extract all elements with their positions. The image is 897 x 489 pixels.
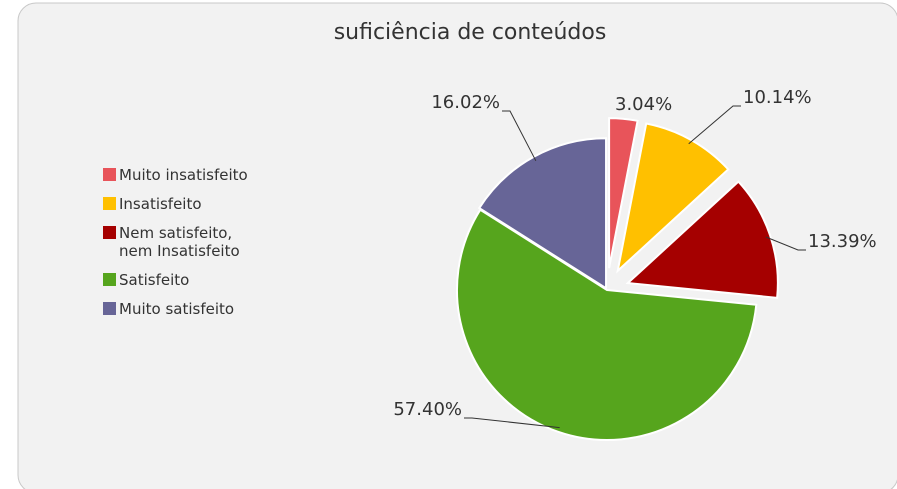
data-label: 57.40% <box>393 399 462 420</box>
data-label: 13.39% <box>808 231 877 252</box>
pie-slice <box>625 180 779 299</box>
leader-line <box>765 236 806 251</box>
legend-swatch <box>103 302 116 315</box>
legend-item: Muito insatisfeito <box>103 166 273 184</box>
legend-swatch <box>103 168 116 181</box>
legend-label: Satisfeito <box>119 271 190 289</box>
leader-line <box>464 417 560 429</box>
chart-title: suficiência de conteúdos <box>334 20 607 45</box>
legend-item: Satisfeito <box>103 271 273 289</box>
pie-slice <box>616 122 730 274</box>
pie-slice <box>456 208 758 441</box>
legend-swatch <box>103 273 116 286</box>
data-label: 3.04% <box>615 94 672 115</box>
legend-label: Muito insatisfeito <box>119 166 248 184</box>
legend-swatch <box>103 226 116 239</box>
legend-swatch <box>103 197 116 210</box>
legend-item: Muito satisfeito <box>103 300 273 318</box>
data-label: 10.14% <box>743 87 812 108</box>
leader-line <box>502 110 537 162</box>
leader-line <box>688 105 741 145</box>
legend-label: Insatisfeito <box>119 195 202 213</box>
legend-label: Muito satisfeito <box>119 300 235 318</box>
legend-item: Nem satisfeito, nem Insatisfeito <box>103 224 273 260</box>
legend-item: Insatisfeito <box>103 195 273 213</box>
pie-slice <box>608 117 639 269</box>
data-label: 16.02% <box>431 92 500 113</box>
legend-label: Nem satisfeito, nem Insatisfeito <box>119 224 240 260</box>
legend: Muito insatisfeito Insatisfeito Nem satisf… <box>103 166 273 329</box>
